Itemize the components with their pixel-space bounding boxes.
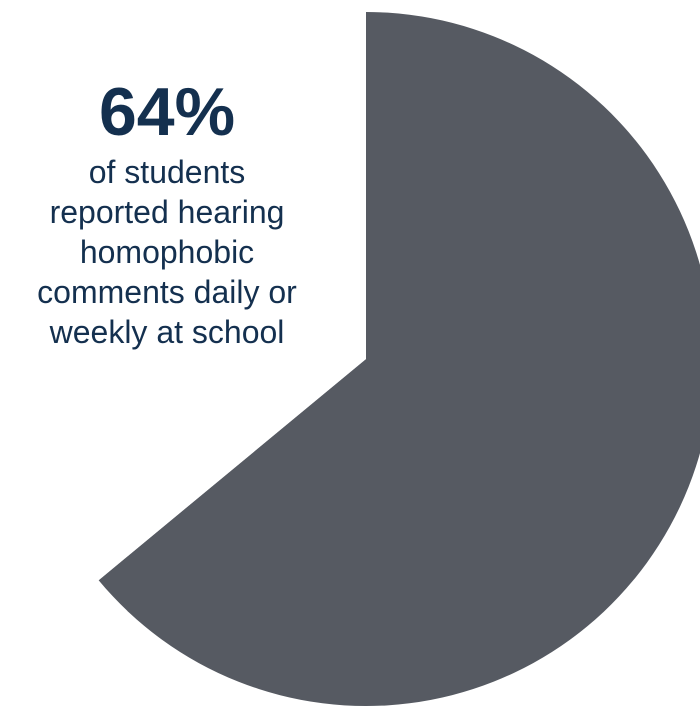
callout-line: reported hearing [49,194,285,230]
callout-value: 64% [98,74,236,150]
callout-line: of students [88,154,246,190]
pie-slice [98,12,700,706]
callout-description: of students reported hearing homophobic … [0,152,334,352]
callout: 64% of students reported hearing homopho… [0,72,334,352]
callout-line: weekly at school [49,314,285,350]
callout-line: homophobic [79,234,255,270]
pie-slice [18,12,366,581]
callout-line: comments daily or [37,274,297,310]
